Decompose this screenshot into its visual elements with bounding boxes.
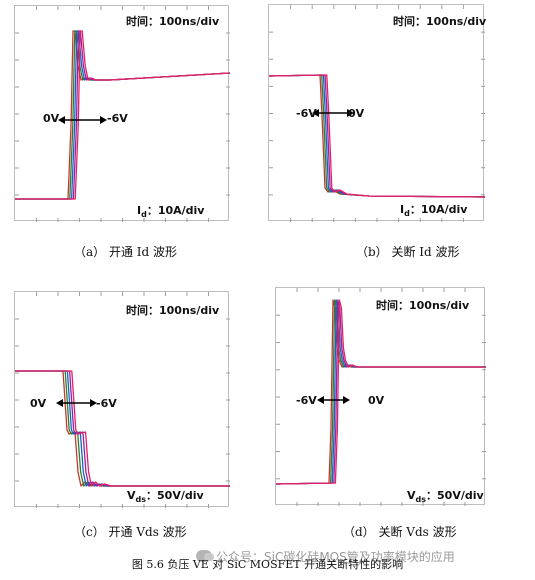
waveform-plot-a: [15, 6, 230, 222]
scale-symbol-a: I: [137, 204, 142, 217]
waveform-trace-b-3: [269, 74, 485, 198]
scale-subscript-c: ds: [135, 495, 147, 505]
graticule-d: [276, 288, 486, 506]
scale-subscript-b: d: [404, 209, 410, 219]
gate-voltage-arrow-b: [312, 109, 354, 117]
time-scale-label-d: 时间：100ns/div: [376, 299, 470, 312]
scale-value-b: ：10A/div: [409, 203, 468, 216]
gate-right-label-c: -6V: [96, 397, 117, 410]
waveform-trace-d-5: [276, 299, 486, 485]
scale-value-d: ：50V/div: [426, 489, 484, 502]
gate-left-label-b: -6V: [296, 107, 317, 120]
waveform-trace-d-4: [276, 299, 486, 485]
watermark: 公众号：SiC碳化硅MOS管及功率模块的应用: [196, 548, 455, 565]
gate-voltage-arrow-d: [317, 396, 350, 404]
scale-subscript-a: d: [141, 210, 147, 220]
waveform-trace-b-2: [269, 74, 485, 198]
waveform-trace-c-5: [15, 370, 230, 487]
waveform-trace-c-2: [15, 370, 230, 487]
waveform-trace-c-4: [15, 370, 230, 487]
time-scale-label-a: 时间：100ns/div: [126, 15, 220, 28]
watermark-text: 公众号：SiC碳化硅MOS管及功率模块的应用: [216, 550, 455, 564]
waveform-plot-b: [269, 5, 485, 222]
waveform-trace-d-1: [276, 299, 486, 485]
scale-value-c: ：50V/div: [146, 489, 204, 502]
gate-voltage-arrow-c: [56, 399, 97, 407]
gate-left-label-c: 0V: [30, 397, 47, 410]
scope-c: [14, 291, 230, 508]
waveform-trace-c-1: [15, 370, 230, 487]
gate-right-label-d: 0V: [368, 394, 385, 407]
caption-a: （a） 开通 Id 波形: [74, 245, 178, 259]
gate-right-label-a: -6V: [107, 112, 128, 125]
waveform-trace-a-5: [15, 30, 230, 200]
scope-a: [14, 5, 230, 222]
waveform-plot-d: [276, 288, 486, 506]
scale-symbol-d: V: [407, 489, 416, 502]
gate-voltage-arrow-a: [58, 116, 107, 124]
caption-b: （b） 关断 Id 波形: [356, 245, 460, 259]
waveform-plot-c: [15, 292, 230, 508]
amplitude-scale-label-b: Id：10A/div: [400, 201, 467, 218]
scale-symbol-c: V: [127, 489, 136, 502]
amplitude-scale-label-d: Vds：50V/div: [407, 487, 484, 504]
caption-c: （c） 开通 Vds 波形: [74, 525, 187, 539]
waveform-trace-b-5: [269, 74, 485, 198]
waveform-trace-d-3: [276, 299, 486, 485]
gate-left-label-a: 0V: [43, 112, 60, 125]
amplitude-scale-label-c: Vds：50V/div: [127, 487, 204, 504]
time-scale-label-c: 时间：100ns/div: [126, 304, 220, 317]
waveform-trace-d-2: [276, 299, 486, 485]
time-scale-label-b: 时间：100ns/div: [393, 15, 487, 28]
scale-subscript-d: ds: [415, 495, 427, 505]
gate-right-label-b: 0V: [348, 107, 365, 120]
wechat-icon: [196, 550, 214, 562]
figure-caption: 图 5.6 负压 VE 对 SiC MOSFET 开通关断特性的影响: [131, 558, 404, 571]
scale-value-a: ：10A/div: [146, 204, 205, 217]
graticule-c: [15, 292, 230, 508]
graticule-a: [15, 6, 230, 222]
waveform-trace-b-4: [269, 74, 485, 198]
scope-d: [275, 287, 486, 506]
gate-left-label-d: -6V: [296, 394, 317, 407]
graticule-b: [269, 5, 485, 222]
amplitude-scale-label-a: Id：10A/div: [137, 202, 204, 219]
waveform-trace-b-1: [269, 74, 485, 198]
scale-symbol-b: I: [400, 203, 405, 216]
waveform-trace-c-3: [15, 370, 230, 487]
scope-b: [268, 4, 485, 222]
caption-d: （d） 关断 Vds 波形: [343, 525, 457, 539]
